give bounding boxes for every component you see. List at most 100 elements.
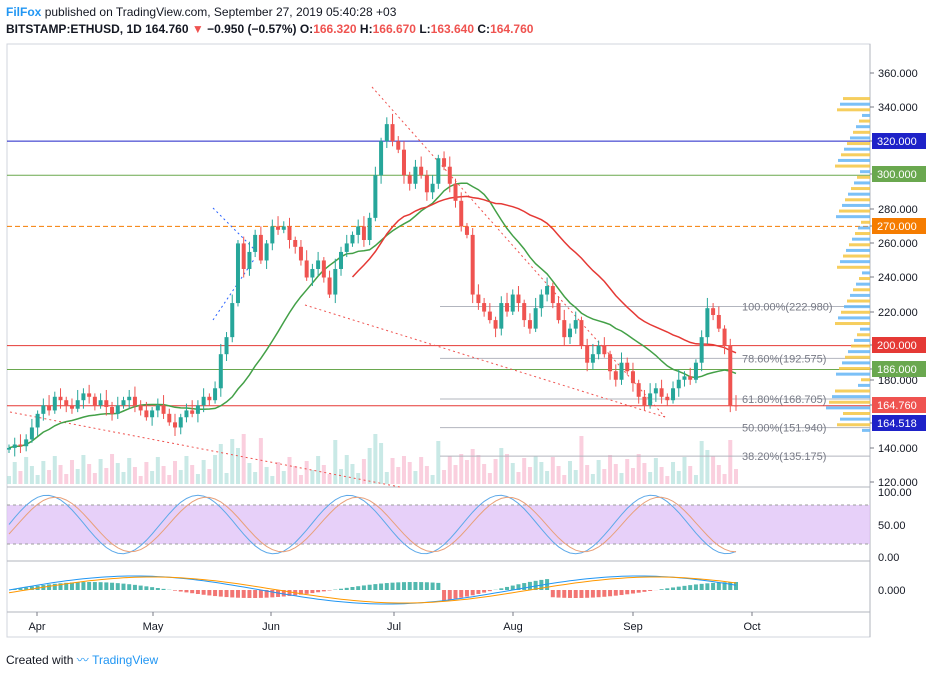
candle: [281, 221, 286, 234]
price-label-box: [872, 133, 926, 149]
volume-bar: [184, 456, 189, 484]
moving-averages: [8, 182, 737, 449]
candle-body: [293, 240, 298, 247]
candle: [350, 231, 355, 247]
candle: [132, 386, 137, 413]
volume-bar: [69, 460, 74, 484]
macd-hist-bar: [482, 590, 487, 593]
candle: [218, 343, 223, 397]
candle: [487, 303, 492, 324]
macd-hist-bar: [430, 582, 435, 590]
volume-bar: [190, 465, 195, 484]
candle-body: [722, 328, 727, 346]
candle-body: [693, 362, 698, 380]
candle-body: [619, 362, 624, 380]
price-label: 270.000: [877, 221, 917, 233]
candle-body: [110, 407, 115, 414]
macd-hist-bar: [602, 590, 607, 597]
volume-bar: [92, 473, 97, 484]
candle: [539, 289, 544, 317]
candle-body: [173, 422, 178, 428]
volume-bar: [58, 465, 63, 484]
profile-bar: [851, 187, 870, 191]
author-name[interactable]: FilFox: [6, 5, 42, 19]
tradingview-link[interactable]: TradingView: [92, 653, 159, 667]
trend-line: [212, 207, 256, 251]
volume-bar: [373, 434, 378, 484]
candle: [722, 325, 727, 355]
candle-body: [310, 268, 315, 278]
volume-bar: [671, 462, 676, 484]
macd-hist-bar: [619, 590, 624, 596]
profile-bar: [861, 220, 870, 224]
profile-bar: [847, 299, 870, 303]
volume-bar: [688, 466, 693, 484]
candle: [436, 154, 441, 189]
volume-bar: [464, 460, 469, 484]
candle-body: [728, 345, 733, 406]
macd-hist-bar: [258, 590, 263, 598]
candle: [316, 251, 321, 276]
candle: [424, 170, 429, 201]
volume-bar: [379, 443, 384, 484]
candle: [705, 297, 710, 344]
candle-body: [671, 388, 676, 401]
candle: [613, 364, 618, 387]
volume-bar: [270, 476, 275, 484]
candlesticks: [7, 113, 738, 457]
candle-body: [270, 226, 275, 244]
price-label: 186.000: [877, 364, 917, 376]
profile-bar: [860, 327, 870, 331]
candle: [545, 277, 550, 302]
profile-bar: [835, 164, 870, 168]
fib-label: 78.60%(192.575): [742, 353, 826, 365]
volume-bar: [52, 456, 57, 484]
volume-bar: [396, 467, 401, 484]
volume-bar: [482, 464, 487, 484]
macd-hist-bar: [711, 582, 716, 590]
macd-hist-bar: [207, 590, 212, 596]
candle: [550, 282, 555, 309]
macd-hist-bar: [585, 590, 590, 598]
candle-body: [64, 400, 69, 406]
volume-bar: [132, 467, 137, 484]
candle: [682, 371, 687, 387]
volume-bar: [573, 470, 578, 484]
volume-bar: [613, 464, 618, 484]
volume-bar: [693, 475, 698, 484]
macd-hist-bar: [350, 587, 355, 590]
candle: [693, 359, 698, 384]
price-label: 320.000: [877, 136, 917, 148]
profile-bar: [841, 153, 870, 157]
candle-body: [18, 444, 23, 447]
macd-hist-bar: [184, 590, 189, 593]
candle: [585, 338, 590, 372]
ohlc-line: BITSTAMP:ETHUSD, 1D 164.760 ▼ −0.950 (−0…: [6, 22, 534, 36]
candle: [110, 401, 115, 421]
volume-bar: [224, 473, 229, 484]
candle-body: [333, 268, 338, 295]
candle-body: [281, 226, 286, 230]
volume-bar: [104, 468, 109, 484]
profile-bar: [859, 119, 870, 123]
candle: [734, 395, 738, 411]
candle: [459, 192, 464, 232]
volume-bar: [298, 475, 303, 484]
macd-hist-bar: [190, 590, 195, 594]
volume-bar: [41, 461, 46, 484]
volume-bar: [659, 467, 664, 484]
volume-bar: [178, 470, 183, 484]
volume-bar: [602, 469, 607, 484]
candle-body: [567, 328, 572, 338]
low-value: 163.640: [430, 22, 475, 36]
profile-bar: [851, 344, 870, 348]
candle-body: [453, 183, 458, 201]
candle: [327, 270, 332, 298]
candle-body: [144, 410, 149, 418]
candle: [293, 236, 298, 254]
profile-bar: [858, 226, 870, 230]
candle-body: [556, 303, 561, 321]
profile-bar: [845, 355, 870, 359]
macd-hist-bar: [522, 583, 527, 590]
